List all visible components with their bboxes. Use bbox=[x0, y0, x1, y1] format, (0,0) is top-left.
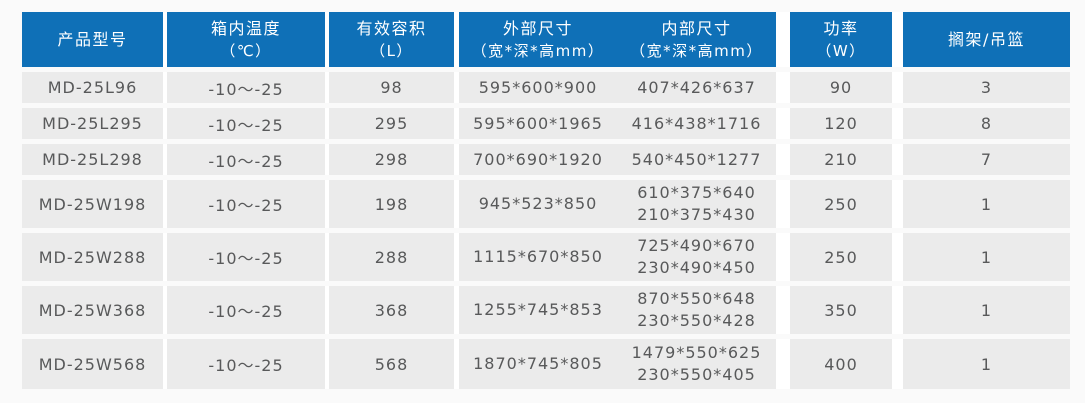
cell-model: MD-25L298 bbox=[22, 144, 167, 175]
cell-power: 90 bbox=[790, 72, 903, 103]
header-label: 箱内温度 bbox=[210, 18, 281, 38]
cell-volume: 368 bbox=[329, 286, 459, 334]
cell-temperature: -10～-25 bbox=[167, 233, 329, 281]
cell-internal-dims: 870*550*648 230*550*428 bbox=[637, 289, 756, 330]
cell-temperature: -10～-25 bbox=[167, 108, 329, 139]
cell-model: MD-25W368 bbox=[22, 286, 167, 334]
cell-shelves: 8 bbox=[903, 108, 1070, 139]
header-unit: （宽*深*高mm） bbox=[630, 41, 763, 60]
header-unit: （℃） bbox=[220, 41, 272, 60]
cell-model: MD-25W198 bbox=[22, 180, 167, 228]
cell-internal-dims: 725*490*670 230*490*450 bbox=[637, 236, 756, 277]
cell-internal-dims: 610*375*640 210*375*430 bbox=[637, 183, 756, 224]
cell-shelves: 7 bbox=[903, 144, 1070, 175]
header-label: 外部尺寸 bbox=[502, 18, 573, 38]
cell-power: 250 bbox=[790, 180, 903, 228]
spec-table: 产品型号 箱内温度 （℃） 有效容积 （L） 外部尺寸 （宽*深*高mm） 内部… bbox=[22, 12, 1070, 389]
cell-shelves: 1 bbox=[903, 286, 1070, 334]
cell-model: MD-25L295 bbox=[22, 108, 167, 139]
cell-volume: 98 bbox=[329, 72, 459, 103]
cell-external-dims: 1870*745*805 bbox=[473, 354, 603, 373]
cell-shelves: 3 bbox=[903, 72, 1070, 103]
header-label: 产品型号 bbox=[57, 29, 128, 49]
header-cell-volume: 有效容积 （L） bbox=[329, 12, 459, 67]
cell-volume: 288 bbox=[329, 233, 459, 281]
header-unit: （宽*深*高mm） bbox=[471, 41, 605, 60]
cell-external-dims: 945*523*850 bbox=[478, 194, 598, 213]
cell-power: 350 bbox=[790, 286, 903, 334]
cell-power: 400 bbox=[790, 339, 903, 389]
header-cell-model: 产品型号 bbox=[22, 12, 167, 67]
cell-volume: 295 bbox=[329, 108, 459, 139]
header-dimensions-split: 外部尺寸 （宽*深*高mm） 内部尺寸 （宽*深*高mm） bbox=[459, 12, 776, 67]
header-cell-shelves: 搁架/吊篮 bbox=[903, 12, 1070, 67]
cell-volume: 568 bbox=[329, 339, 459, 389]
header-cell-internal-dims: 内部尺寸 （宽*深*高mm） bbox=[617, 12, 776, 67]
cell-dimensions: 945*523*850 610*375*640 210*375*430 bbox=[459, 180, 790, 228]
cell-internal-dims: 540*450*1277 bbox=[631, 149, 762, 169]
cell-internal-dims: 416*438*1716 bbox=[631, 113, 762, 133]
cell-volume: 198 bbox=[329, 180, 459, 228]
header-unit: （L） bbox=[370, 41, 413, 60]
cell-dimensions: 595*600*1965 416*438*1716 bbox=[459, 108, 790, 139]
header-cell-dimensions: 外部尺寸 （宽*深*高mm） 内部尺寸 （宽*深*高mm） bbox=[459, 12, 790, 67]
cell-power: 120 bbox=[790, 108, 903, 139]
cell-external-dims: 1115*670*850 bbox=[473, 247, 603, 266]
cell-volume: 298 bbox=[329, 144, 459, 175]
cell-temperature: -10～-25 bbox=[167, 339, 329, 389]
header-label: 有效容积 bbox=[356, 18, 427, 38]
cell-shelves: 1 bbox=[903, 180, 1070, 228]
cell-power: 250 bbox=[790, 233, 903, 281]
header-label: 搁架/吊篮 bbox=[948, 29, 1025, 49]
cell-temperature: -10～-25 bbox=[167, 180, 329, 228]
cell-dimensions: 1115*670*850 725*490*670 230*490*450 bbox=[459, 233, 790, 281]
cell-shelves: 1 bbox=[903, 339, 1070, 389]
cell-dimensions: 595*600*900 407*426*637 bbox=[459, 72, 790, 103]
cell-external-dims: 595*600*1965 bbox=[473, 113, 603, 133]
header-label: 内部尺寸 bbox=[661, 18, 732, 38]
header-cell-temperature: 箱内温度 （℃） bbox=[167, 12, 329, 67]
cell-model: MD-25W288 bbox=[22, 233, 167, 281]
header-label: 功率 bbox=[823, 18, 859, 38]
cell-dimensions: 1255*745*853 870*550*648 230*550*428 bbox=[459, 286, 790, 334]
cell-model: MD-25W568 bbox=[22, 339, 167, 389]
cell-temperature: -10～-25 bbox=[167, 72, 329, 103]
header-cell-power: 功率 （W） bbox=[790, 12, 903, 67]
cell-model: MD-25L96 bbox=[22, 72, 167, 103]
cell-internal-dims: 407*426*637 bbox=[637, 77, 756, 97]
cell-external-dims: 1255*745*853 bbox=[473, 300, 603, 319]
cell-temperature: -10～-25 bbox=[167, 286, 329, 334]
cell-dimensions: 700*690*1920 540*450*1277 bbox=[459, 144, 790, 175]
cell-temperature: -10～-25 bbox=[167, 144, 329, 175]
header-unit: （W） bbox=[816, 41, 866, 60]
cell-shelves: 1 bbox=[903, 233, 1070, 281]
cell-external-dims: 700*690*1920 bbox=[473, 149, 603, 169]
cell-dimensions: 1870*745*805 1479*550*625 230*550*405 bbox=[459, 339, 790, 389]
header-cell-external-dims: 外部尺寸 （宽*深*高mm） bbox=[459, 12, 617, 67]
cell-internal-dims: 1479*550*625 230*550*405 bbox=[631, 343, 762, 384]
cell-external-dims: 595*600*900 bbox=[478, 77, 598, 97]
cell-power: 210 bbox=[790, 144, 903, 175]
